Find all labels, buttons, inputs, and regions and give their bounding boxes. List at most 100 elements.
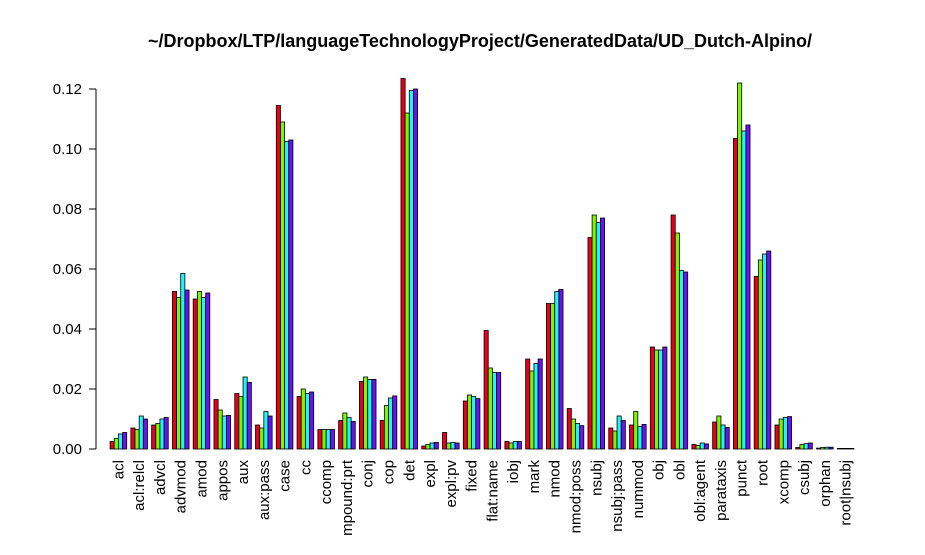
bar <box>176 297 182 450</box>
bar <box>267 415 273 450</box>
bar <box>516 441 522 450</box>
bar <box>496 372 502 450</box>
bar <box>683 271 689 450</box>
bar <box>575 423 581 450</box>
bar <box>288 139 294 450</box>
bar <box>213 399 219 450</box>
x-tick-label: csubj <box>796 460 813 495</box>
bar <box>408 90 414 450</box>
bar <box>363 376 369 450</box>
bar <box>483 330 489 450</box>
bar <box>824 446 830 450</box>
bar <box>192 298 198 450</box>
x-tick-label: fixed <box>464 460 481 492</box>
x-tick-label: advmod <box>173 460 190 513</box>
bar <box>741 130 747 450</box>
x-tick-label: advcl <box>152 460 169 495</box>
bar <box>113 438 119 450</box>
x-tick-label: nmod:poss <box>568 460 585 533</box>
x-tick-label: nmod <box>547 460 564 498</box>
bar <box>782 417 788 450</box>
bar <box>525 358 531 450</box>
y-tick-label: 0.04 <box>53 321 82 338</box>
bar <box>633 411 639 450</box>
bar <box>255 424 261 450</box>
x-tick-label: case <box>277 460 294 492</box>
bar <box>388 397 394 450</box>
bar <box>205 292 211 450</box>
y-tick-label: 0.12 <box>53 81 82 98</box>
bar <box>342 412 348 450</box>
bar <box>184 289 190 450</box>
bar <box>275 105 281 450</box>
x-tick-label: mark <box>526 460 543 494</box>
bar <box>737 82 743 450</box>
x-tick-label: mpound:prt <box>339 459 356 536</box>
bar <box>392 395 398 450</box>
x-tick-label: parataxis <box>713 460 730 521</box>
bar <box>841 447 847 450</box>
bar <box>820 447 826 450</box>
bar <box>142 418 148 450</box>
bar <box>778 418 784 450</box>
bar <box>404 112 410 450</box>
x-tick-label: obl:agent <box>692 459 709 522</box>
bar <box>467 394 473 450</box>
x-tick-label: punct <box>734 459 751 497</box>
bar <box>649 346 655 450</box>
bar <box>828 446 834 450</box>
bar <box>172 291 177 450</box>
bar <box>753 276 759 450</box>
x-tick-label: cc <box>297 460 314 476</box>
bar <box>487 367 493 450</box>
bar <box>845 447 851 450</box>
bar <box>591 214 597 450</box>
bar <box>608 427 614 450</box>
x-tick-label: nsubj:pass <box>609 460 626 532</box>
bar <box>242 376 248 450</box>
bar <box>716 415 722 450</box>
bar <box>537 358 543 450</box>
bar <box>674 232 680 450</box>
x-tick-label: conj <box>360 460 377 488</box>
bar <box>413 88 418 450</box>
bar <box>600 217 605 450</box>
x-tick-label: aux:pass <box>256 460 273 520</box>
bar <box>309 391 315 450</box>
bar <box>566 408 572 450</box>
bar <box>849 447 855 450</box>
x-tick-label: nummod <box>630 460 647 518</box>
bar <box>263 411 269 450</box>
y-tick-label: 0.00 <box>53 441 82 458</box>
bar <box>799 444 805 450</box>
bar <box>803 443 809 450</box>
bar <box>816 447 822 450</box>
x-tick-label: iobj <box>505 460 522 483</box>
bar <box>159 418 165 450</box>
bar <box>579 425 585 450</box>
bar <box>246 381 252 450</box>
y-tick-label: 0.02 <box>53 381 82 398</box>
x-tick-label: aux <box>235 460 252 485</box>
bar <box>508 442 514 450</box>
x-tick-label: flat:name <box>484 460 501 522</box>
bar <box>629 424 635 450</box>
bar <box>300 388 306 450</box>
bar <box>234 393 240 450</box>
bar <box>658 349 664 450</box>
bar <box>757 259 763 450</box>
bar <box>180 273 186 450</box>
bar <box>570 418 576 450</box>
bar <box>616 415 622 450</box>
bar <box>221 415 227 450</box>
bar <box>533 363 539 450</box>
bar <box>109 441 115 450</box>
x-tick-label: orphan <box>817 460 834 507</box>
bar <box>512 441 518 450</box>
bar <box>304 393 310 450</box>
bar <box>712 421 718 450</box>
bar <box>238 396 244 450</box>
x-tick-label: acl:relcl <box>131 460 148 511</box>
